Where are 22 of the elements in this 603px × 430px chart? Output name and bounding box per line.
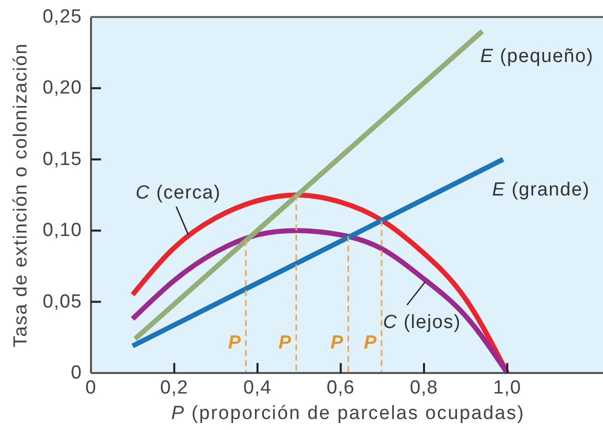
series-label: E (pequeño): [480, 46, 594, 68]
y-axis-title: Tasa de extinción o colonización: [10, 42, 32, 348]
y-tick-label: 0,20: [42, 78, 82, 99]
y-tick-label: 0: [70, 362, 82, 384]
y-tick-label: 0,15: [42, 148, 82, 170]
x-tick-label: 1,0: [493, 378, 522, 398]
x-axis-title: P (proporción de parcelas ocupadas): [171, 402, 525, 424]
y-tick-label: 0,10: [42, 220, 82, 242]
series-label: E (grande): [492, 179, 590, 200]
x-tick-label: 0: [85, 378, 97, 398]
y-tick-label: 0,25: [42, 6, 82, 28]
annotation: P: [364, 332, 377, 354]
x-tick-label: 0,2: [160, 378, 188, 398]
series-label: C (lejos): [383, 312, 461, 334]
series-label: C (cerca): [136, 182, 221, 204]
x-tick-label: 0,4: [243, 378, 272, 398]
annotation: P: [228, 332, 242, 354]
x-tick-label: 0,8: [410, 378, 438, 398]
y-tick-label: 0,05: [42, 291, 82, 312]
x-tick-label: 0,6: [326, 378, 355, 398]
annotation: P: [330, 332, 344, 354]
annotation: P: [278, 332, 292, 354]
